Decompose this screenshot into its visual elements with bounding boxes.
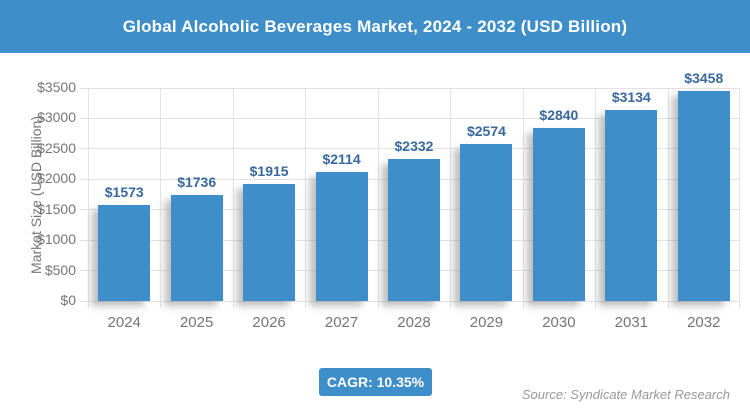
gridline-v: [378, 88, 379, 308]
y-axis-tick-label: $1500: [37, 200, 76, 217]
bar-2029: [460, 144, 513, 301]
x-axis-tick-label: 2025: [179, 314, 214, 331]
gridline-v: [233, 88, 234, 308]
bar-value-label: $1736: [177, 174, 217, 191]
gridline-v: [160, 88, 161, 308]
x-axis-tick-label: 2030: [542, 314, 576, 331]
bar-value-label: $2574: [466, 123, 506, 140]
bar-value-label: $3458: [684, 69, 724, 86]
bar-2028: [388, 159, 440, 301]
gridline-h: [80, 148, 740, 150]
bar-value-label: $2840: [539, 107, 579, 124]
gridline-h: [80, 117, 740, 119]
x-axis-tick-label: 2029: [469, 314, 504, 331]
gridline-v: [739, 88, 740, 308]
x-axis-tick-label: 2031: [614, 314, 649, 331]
y-axis-tick-label: $2000: [37, 170, 76, 187]
bar-2024: [98, 205, 151, 301]
chart-title-bar: Global Alcoholic Beverages Market, 2024 …: [0, 0, 750, 53]
bar-2031: [605, 110, 658, 301]
bar-value-label: $1915: [249, 163, 289, 180]
bar-2025: [170, 195, 223, 301]
gridline-v: [305, 88, 306, 308]
bar-value-label: $2332: [394, 138, 434, 155]
gridline-v: [668, 88, 669, 308]
y-axis-tick-label: $500: [44, 261, 76, 278]
cagr-label: CAGR: 10.35%: [326, 374, 425, 390]
x-axis-tick-label: 2027: [324, 314, 359, 331]
bar-2032: [677, 90, 730, 301]
bar-2026: [243, 184, 296, 301]
gridline-v: [523, 88, 524, 308]
gridline-v: [595, 88, 596, 308]
chart-title: Global Alcoholic Beverages Market, 2024 …: [122, 16, 628, 36]
x-axis-tick-label: 2026: [252, 314, 286, 331]
x-axis-tick-label: 2032: [687, 314, 721, 331]
x-axis-tick-label: 2024: [107, 314, 141, 331]
bar-value-label: $2114: [322, 151, 361, 168]
gridline-h: [80, 300, 740, 302]
gridline-v: [88, 88, 89, 308]
bar-value-label: $1573: [104, 184, 144, 201]
y-axis-tick-label: $1000: [37, 231, 76, 248]
bar-value-label: $3134: [611, 89, 651, 106]
x-axis-tick-label: 2028: [397, 314, 431, 331]
cagr-badge: CAGR: 10.35%: [319, 368, 432, 396]
y-axis-tick-label: $0: [60, 292, 76, 308]
y-axis-tick-label: $3000: [37, 109, 76, 126]
y-axis-tick-label: $2500: [37, 139, 76, 156]
bar-2030: [532, 128, 585, 301]
gridline-h: [80, 87, 740, 89]
source-attribution: Source: Syndicate Market Research: [521, 387, 730, 402]
y-axis-tick-label: $3500: [37, 79, 76, 95]
bar-2027: [315, 172, 368, 301]
plot-area: [80, 87, 740, 308]
gridline-v: [450, 88, 451, 308]
